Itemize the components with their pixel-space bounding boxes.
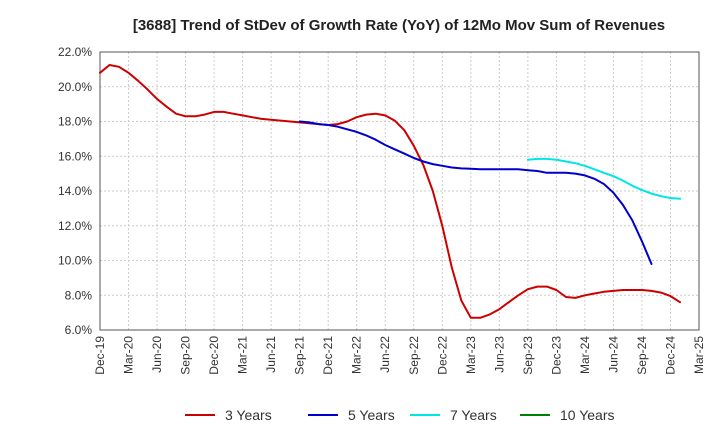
x-tick-label: Mar-20	[122, 336, 136, 374]
x-tick-label: Dec-23	[549, 336, 563, 375]
y-tick-label: 8.0%	[65, 288, 93, 302]
y-tick-label: 6.0%	[65, 323, 93, 337]
x-tick-label: Jun-23	[492, 336, 506, 373]
x-tick-label: Jun-21	[264, 336, 278, 373]
x-tick-label: Sep-22	[407, 336, 421, 375]
x-axis-labels: Dec-19 Mar-20 Jun-20 Sep-20 Dec-20 Mar-21 Jun-…	[93, 336, 706, 375]
x-tick-label: Dec-24	[663, 336, 677, 375]
series-line-3-years	[99, 64, 681, 319]
series-lines	[99, 64, 681, 319]
x-tick-label: Mar-24	[578, 336, 592, 374]
legend: 3 Years 5 Years 7 Years 10 Years	[185, 407, 615, 423]
chart-title: [3688] Trend of StDev of Growth Rate (Yo…	[133, 17, 665, 34]
x-tick-label: Dec-22	[435, 336, 449, 375]
x-tick-label: Jun-20	[150, 336, 164, 373]
y-tick-label: 14.0%	[58, 184, 92, 198]
x-tick-label: Mar-25	[692, 336, 706, 374]
y-tick-label: 18.0%	[58, 115, 92, 129]
y-tick-label: 16.0%	[58, 149, 92, 163]
legend-label: 5 Years	[348, 407, 395, 423]
legend-label: 10 Years	[560, 407, 615, 423]
y-axis-labels: 22.0% 20.0% 18.0% 16.0% 14.0% 12.0% 10.0% 8.0% 6…	[58, 45, 92, 337]
x-tick-label: Dec-20	[207, 336, 221, 375]
x-tick-label: Mar-21	[236, 336, 250, 374]
x-tick-label: Mar-22	[350, 336, 364, 374]
x-tick-label: Jun-24	[606, 336, 620, 373]
y-tick-label: 20.0%	[58, 80, 92, 94]
series-line-7-years	[526, 157, 681, 200]
plot-border	[99, 51, 700, 331]
y-tick-label: 12.0%	[58, 219, 92, 233]
x-tick-label: Mar-23	[464, 336, 478, 374]
x-tick-label: Sep-21	[293, 336, 307, 375]
x-tick-label: Dec-21	[321, 336, 335, 375]
legend-label: 7 Years	[450, 407, 497, 423]
y-tick-label: 10.0%	[58, 254, 92, 268]
x-tick-label: Jun-22	[378, 336, 392, 373]
legend-label: 3 Years	[225, 407, 272, 423]
y-tick-label: 22.0%	[58, 45, 92, 59]
x-tick-label: Sep-23	[521, 336, 535, 375]
series-line-5-years	[298, 120, 653, 265]
plot-area	[100, 52, 699, 330]
x-tick-label: Sep-20	[179, 336, 193, 375]
x-tick-label: Dec-19	[93, 336, 107, 375]
x-tick-label: Sep-24	[635, 336, 649, 375]
